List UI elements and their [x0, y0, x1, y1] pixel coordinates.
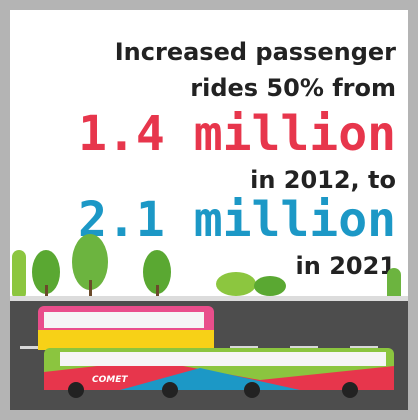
figure-2021: 2.1 million: [78, 192, 396, 248]
body: Increased passenger rides 50% from 1.4 m…: [0, 0, 418, 420]
wheel: [342, 382, 358, 398]
tree: [12, 250, 26, 300]
bus-stripe: [38, 330, 214, 350]
headline-line: Increased passenger: [115, 38, 396, 66]
bush: [254, 276, 286, 296]
wheel: [162, 382, 178, 398]
wheel: [68, 382, 84, 398]
figure-2012: 1.4 million: [78, 106, 396, 162]
railing: [10, 296, 408, 301]
bus-windows: [44, 312, 204, 328]
infographic: Increased passenger rides 50% from 1.4 m…: [0, 0, 418, 420]
headline-line: rides 50% from: [190, 74, 396, 102]
headline-line: in 2012, to: [250, 166, 396, 194]
page: Infographic {"headline": {"line1": "Incr…: [0, 0, 418, 420]
wheel: [244, 382, 260, 398]
bus-windows: [60, 352, 386, 366]
bus-back: [38, 306, 214, 350]
bus-logo: COMET: [92, 375, 128, 385]
headline-line: in 2021: [296, 252, 396, 280]
bush: [216, 272, 256, 296]
